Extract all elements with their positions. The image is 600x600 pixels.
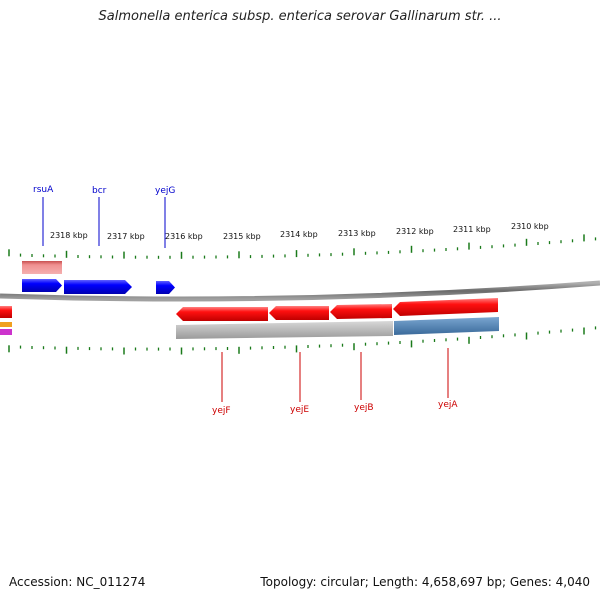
feature-rsuA-track[interactable] [22,261,62,274]
scale-label: 2311 kbp [453,225,491,234]
gene-label-yejB[interactable]: yejB [354,403,374,413]
gene-arrow-bcr[interactable] [64,280,132,294]
gene-label-yejA[interactable]: yejA [438,400,458,410]
gene-label-yejF[interactable]: yejF [212,406,231,416]
gene-arrow-rsuA[interactable] [22,279,62,292]
edge-feature-red[interactable] [0,306,12,318]
genome-summary-text: Topology: circular; Length: 4,658,697 bp… [260,575,590,589]
gene-arrow-yejE[interactable] [269,306,329,320]
edge-feature-orange[interactable] [0,322,12,327]
gene-arrow-yejB[interactable] [330,304,392,319]
forward-gene-leaders [42,197,166,248]
scale-label: 2310 kbp [511,222,549,231]
feature-track-steel[interactable] [394,317,499,335]
map-title: Salmonella enterica subsp. enterica sero… [98,9,502,24]
scale-label: 2315 kbp [223,232,261,241]
gene-label-bcr[interactable]: bcr [92,186,107,196]
scale-labels: 2318 kbp 2317 kbp 2316 kbp 2315 kbp 2314… [50,222,549,241]
scale-label: 2312 kbp [396,227,434,236]
gene-arrow-yejG[interactable] [156,281,175,294]
scale-label: 2317 kbp [107,232,145,241]
scale-label: 2316 kbp [165,232,203,241]
edge-feature-magenta[interactable] [0,329,12,335]
gene-label-yejG[interactable]: yejG [155,186,175,196]
feature-track-grey[interactable] [176,321,393,339]
scale-ruler-upper [8,234,597,259]
accession-text: Accession: NC_011274 [9,575,146,589]
scale-label: 2318 kbp [50,231,88,240]
gene-arrow-yejA[interactable] [393,298,498,316]
scale-label: 2313 kbp [338,229,376,238]
genome-backbone [0,280,600,302]
scale-ruler-lower [8,326,597,355]
gene-arrow-yejF[interactable] [176,307,268,321]
scale-label: 2314 kbp [280,230,318,239]
gene-label-yejE[interactable]: yejE [290,405,309,415]
reverse-gene-leaders [221,348,449,402]
gene-label-rsuA[interactable]: rsuA [33,185,54,195]
